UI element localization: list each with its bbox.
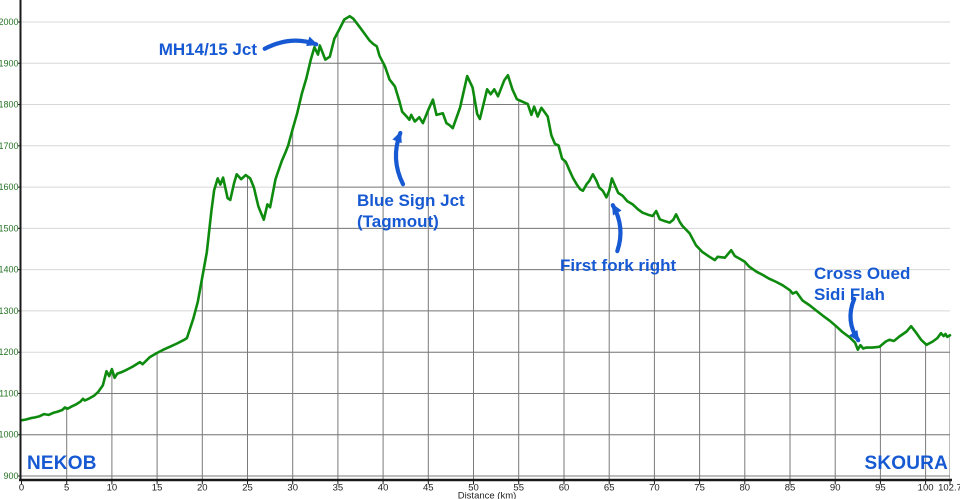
annotation-arrow-first-fork-right bbox=[610, 203, 623, 254]
y-tick-label: 1900 bbox=[0, 58, 19, 68]
y-axis-ticks: 900 1000 1100 1200 1300 1400 1500 1600 1700 1800 1… bbox=[0, 17, 21, 481]
x-axis-title: Distance (km) bbox=[458, 491, 517, 499]
y-tick-label: 1000 bbox=[0, 430, 19, 440]
annotation-mh14-15-jct: MH14/15 Jct bbox=[159, 39, 257, 60]
x-tick-label: 85 bbox=[785, 483, 796, 494]
annotation-text: MH14/15 Jct bbox=[158, 40, 257, 59]
route-end-label: SKOURA bbox=[864, 453, 948, 474]
x-tick-label: 90 bbox=[830, 483, 841, 494]
x-tick-label: 20 bbox=[197, 483, 208, 494]
x-tick-label: 70 bbox=[649, 483, 660, 494]
x-tick-label: 50 bbox=[468, 483, 479, 494]
y-tick-label: 1700 bbox=[0, 141, 19, 151]
route-start-label: NEKOB bbox=[27, 453, 97, 474]
annotation-arrow-blue-sign-jct-tagmout bbox=[392, 130, 406, 187]
x-tick-label: 95 bbox=[875, 483, 886, 494]
annotation-arrows bbox=[262, 36, 861, 343]
x-tick-label: 5 bbox=[64, 483, 69, 494]
y-tick-label: 900 bbox=[3, 471, 18, 481]
x-tick-label: 75 bbox=[694, 483, 705, 494]
annotation-text: Sidi Flah bbox=[814, 285, 885, 304]
annotation-arrow-mh14-15-jct bbox=[262, 36, 319, 51]
x-tick-label: 0 bbox=[19, 483, 24, 494]
x-tick-label: 40 bbox=[378, 483, 389, 494]
y-tick-label: 1800 bbox=[0, 100, 19, 110]
y-tick-label: 2000 bbox=[0, 17, 19, 27]
y-tick-label: 1100 bbox=[0, 389, 19, 399]
x-tick-label: 45 bbox=[423, 483, 434, 494]
x-tick-label: 100 bbox=[918, 483, 934, 494]
x-tick-label: 10 bbox=[107, 483, 118, 494]
annotation-arrow-cross-oued-sidi-flah bbox=[848, 296, 861, 343]
annotation-text: First fork right bbox=[560, 256, 677, 275]
annotation-first-fork-right: First fork right bbox=[560, 255, 676, 276]
annotation-text: Blue Sign Jct bbox=[357, 191, 465, 210]
x-tick-label: 80 bbox=[740, 483, 751, 494]
x-tick-label: 65 bbox=[604, 483, 615, 494]
annotation-cross-oued-sidi-flah: Cross Oued Sidi Flah bbox=[814, 263, 910, 305]
y-tick-label: 1500 bbox=[0, 223, 19, 233]
y-tick-label: 1600 bbox=[0, 182, 19, 192]
x-tick-label: 35 bbox=[333, 483, 344, 494]
elevation-curve bbox=[20, 14, 952, 422]
annotation-blue-sign-jct: Blue Sign Jct (Tagmout) bbox=[357, 190, 465, 232]
x-tick-label: 60 bbox=[559, 483, 570, 494]
annotation-text: (Tagmout) bbox=[357, 212, 439, 231]
dark-gridlines bbox=[21, 16, 950, 480]
x-axis-ticks: 0 5 10 15 20 25 30 35 40 45 50 55 60 65 70 75 80 85 90 95 10… bbox=[19, 481, 960, 494]
x-tick-label: 55 bbox=[513, 483, 524, 494]
y-tick-label: 1400 bbox=[0, 265, 19, 275]
x-tick-label: 25 bbox=[242, 483, 253, 494]
y-tick-label: 1300 bbox=[0, 306, 19, 316]
x-tick-label: 15 bbox=[152, 483, 163, 494]
y-tick-label: 1200 bbox=[0, 347, 19, 357]
x-tick-label: 30 bbox=[287, 483, 298, 494]
annotation-text: Cross Oued bbox=[814, 264, 911, 283]
x-tick-label: 102.7 bbox=[938, 483, 960, 494]
